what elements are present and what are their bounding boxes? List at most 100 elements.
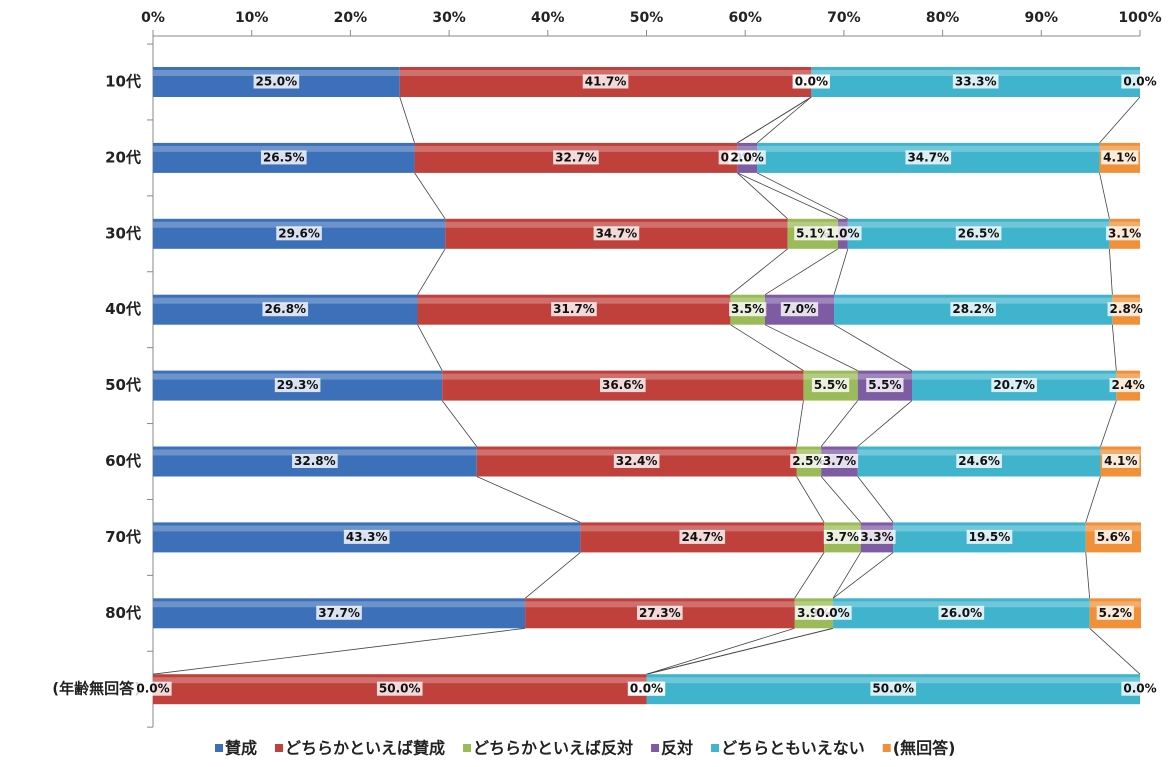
bar-shine bbox=[824, 525, 861, 532]
legend-label: どちらかといえば賛成 bbox=[285, 739, 445, 758]
data-label-bg bbox=[274, 378, 321, 393]
data-label: 0.0% bbox=[630, 682, 663, 696]
y-tick-label: 40代 bbox=[105, 300, 141, 318]
x-tick-label: 10% bbox=[235, 10, 269, 26]
data-label: 5.5% bbox=[868, 378, 901, 392]
series-line bbox=[737, 96, 812, 144]
bar-shine bbox=[893, 525, 1086, 532]
data-label-bg bbox=[792, 74, 830, 89]
x-tick-label: 20% bbox=[334, 10, 368, 26]
data-label: 32.7% bbox=[555, 150, 597, 164]
bar-shine bbox=[787, 221, 838, 228]
bar-shine bbox=[794, 601, 834, 608]
series-line bbox=[152, 627, 526, 675]
bar-shine bbox=[646, 677, 1140, 684]
data-label: 3.1% bbox=[1108, 226, 1141, 240]
data-label-bg bbox=[613, 454, 660, 468]
bar-shine bbox=[833, 601, 1090, 608]
series-line bbox=[646, 627, 795, 675]
series-line bbox=[730, 324, 804, 371]
series-line bbox=[756, 96, 812, 144]
legend-swatch bbox=[711, 744, 720, 752]
data-label-bg bbox=[679, 529, 726, 544]
bar-shine bbox=[153, 373, 443, 380]
bar-shine bbox=[1085, 525, 1141, 532]
data-label: 0.0% bbox=[816, 606, 849, 620]
data-label-bg bbox=[1121, 681, 1159, 696]
y-tick-label: 30代 bbox=[105, 224, 141, 242]
series-line bbox=[857, 476, 894, 523]
data-label-bg bbox=[952, 74, 999, 89]
data-label: 28.2% bbox=[952, 302, 994, 316]
data-label: 1.0% bbox=[826, 226, 859, 240]
legend-swatch bbox=[882, 744, 891, 752]
x-tick-label: 100% bbox=[1118, 10, 1161, 26]
data-label: 24.6% bbox=[958, 454, 1000, 468]
data-label-bg bbox=[551, 302, 597, 317]
data-label: 37.7% bbox=[318, 606, 360, 620]
bar-shine bbox=[153, 70, 400, 76]
bar-shine bbox=[834, 297, 1113, 304]
bar-shine bbox=[837, 221, 848, 228]
data-label: 26.5% bbox=[958, 226, 1000, 240]
series-line bbox=[441, 400, 478, 447]
data-label-bg bbox=[811, 378, 850, 393]
data-label-bg bbox=[1109, 378, 1147, 393]
bar-shine bbox=[153, 221, 446, 228]
x-tick-label: 50% bbox=[630, 10, 664, 26]
series-line bbox=[476, 476, 581, 523]
bar-shine bbox=[1089, 601, 1141, 608]
bar-shine bbox=[445, 221, 788, 228]
series-line bbox=[737, 172, 788, 220]
series-line bbox=[833, 324, 913, 371]
data-label: 25.0% bbox=[256, 75, 298, 89]
data-label: 0.0% bbox=[1123, 75, 1156, 89]
data-label-bg bbox=[134, 681, 172, 696]
legend-label: 反対 bbox=[661, 739, 693, 758]
data-label-bg bbox=[262, 302, 309, 317]
data-label-bg bbox=[1107, 302, 1145, 317]
x-tick-label: 70% bbox=[827, 10, 861, 26]
data-label: 3.7% bbox=[823, 454, 856, 468]
data-label: 26.5% bbox=[263, 150, 305, 164]
data-label: 33.3% bbox=[955, 75, 997, 89]
bar-shine bbox=[153, 297, 418, 304]
bar-shine bbox=[442, 373, 804, 380]
data-label-bg bbox=[553, 150, 599, 165]
data-label: 19.5% bbox=[969, 530, 1011, 544]
series-line bbox=[1099, 96, 1141, 144]
data-label: 50.0% bbox=[379, 682, 421, 696]
data-label-bg bbox=[991, 378, 1037, 393]
data-label-bg bbox=[1102, 454, 1140, 468]
data-label: 4.1% bbox=[1103, 150, 1136, 164]
bar-shine bbox=[857, 373, 913, 380]
data-label: 41.7% bbox=[585, 75, 627, 89]
data-label-bg bbox=[858, 529, 896, 544]
legend-label: どちらともいえない bbox=[721, 739, 865, 758]
y-tick-label: 60代 bbox=[105, 452, 141, 470]
bar-shine bbox=[153, 525, 581, 532]
series-line bbox=[1111, 324, 1117, 371]
data-label-bg bbox=[956, 454, 1002, 468]
series-line bbox=[524, 552, 581, 599]
bar-shine bbox=[737, 145, 758, 152]
data-label-bg bbox=[950, 302, 997, 317]
data-label: 0.0% bbox=[136, 682, 169, 696]
data-label-bg bbox=[955, 226, 1002, 241]
data-label: 26.8% bbox=[264, 302, 306, 316]
bar-shine bbox=[912, 373, 1117, 380]
bar-shine bbox=[847, 221, 1110, 228]
data-label-bg bbox=[728, 150, 766, 165]
data-label-bg bbox=[866, 378, 904, 393]
data-label-bg bbox=[729, 302, 767, 317]
data-label: 5.6% bbox=[1097, 530, 1130, 544]
bar-shine bbox=[580, 525, 825, 532]
series-line bbox=[417, 248, 446, 295]
bar-shine bbox=[764, 297, 835, 304]
data-label-bg bbox=[823, 529, 862, 544]
series-line bbox=[756, 172, 849, 220]
data-label-bg bbox=[820, 454, 859, 468]
data-label: 27.3% bbox=[639, 606, 681, 620]
bar-shine bbox=[525, 601, 795, 608]
